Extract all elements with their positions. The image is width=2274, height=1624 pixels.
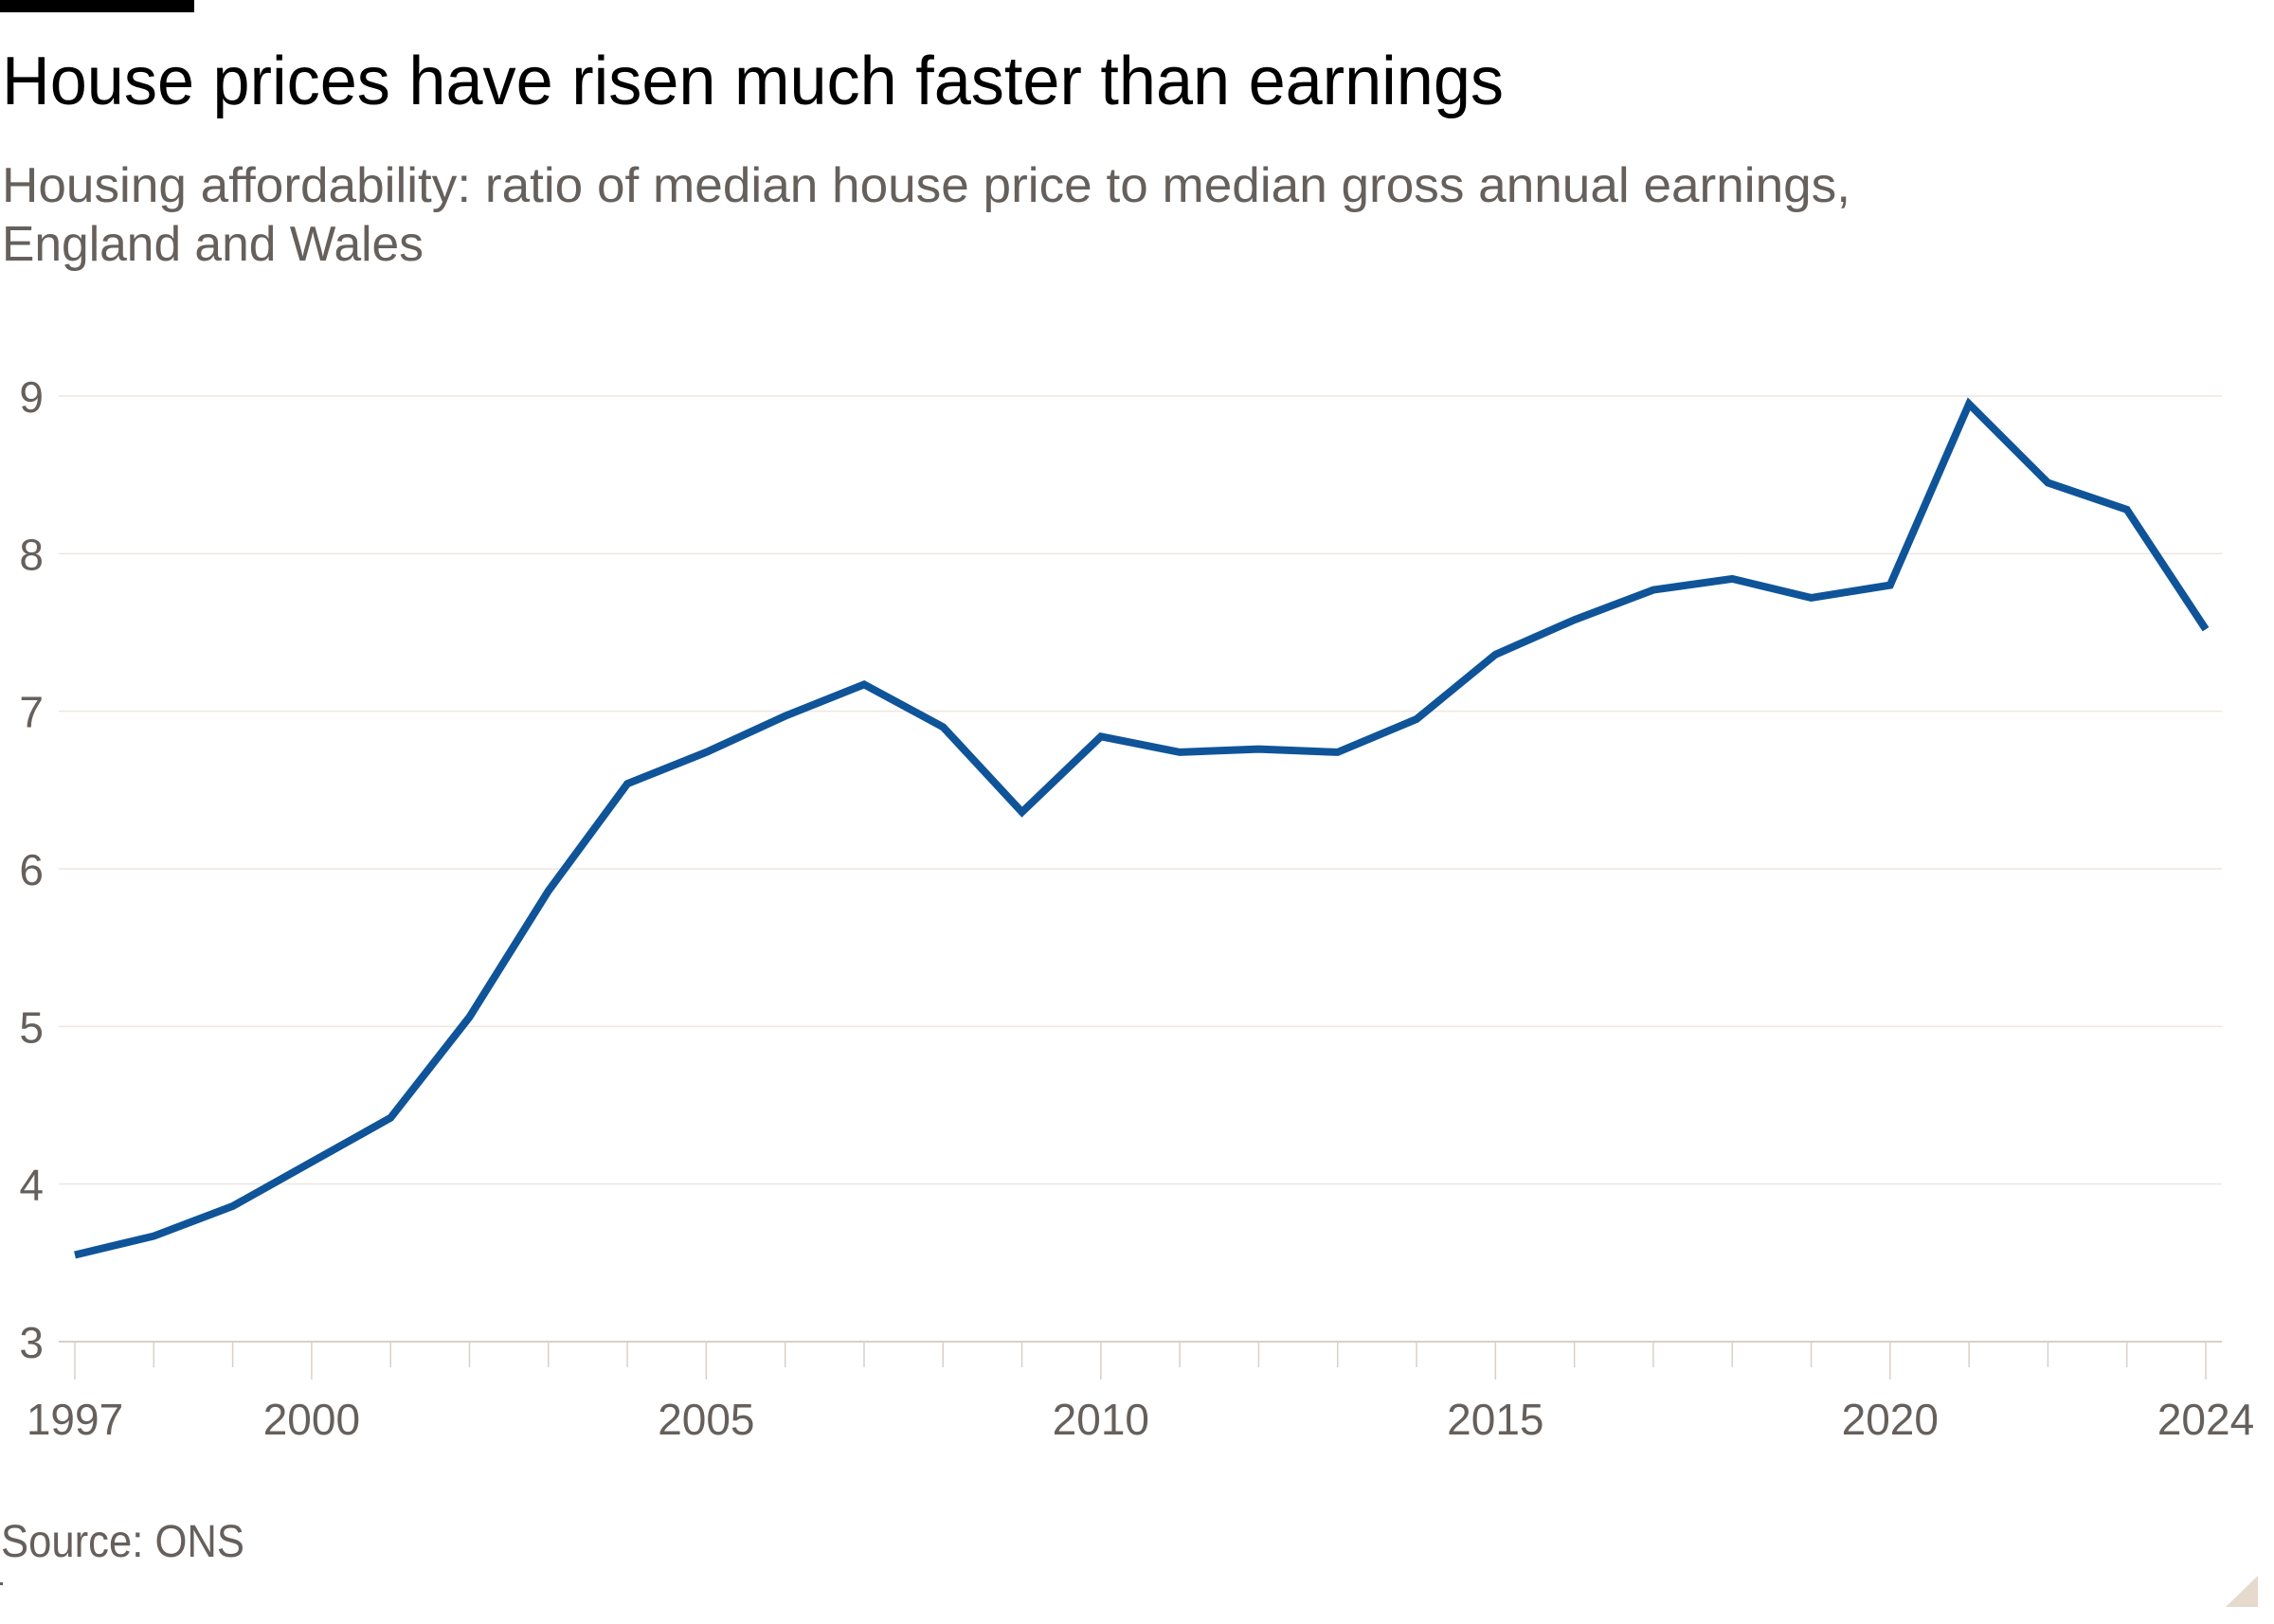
y-tick-label: 4 bbox=[19, 1161, 44, 1210]
y-tick-label: 9 bbox=[19, 372, 44, 422]
data-point-2006 bbox=[782, 713, 789, 720]
x-tick-label: 2024 bbox=[2157, 1395, 2254, 1444]
y-tick-label: 5 bbox=[19, 1002, 44, 1052]
x-tick-label: 2015 bbox=[1447, 1395, 1543, 1444]
chart-title: House prices have risen much faster than… bbox=[2, 44, 1504, 119]
data-point-1998 bbox=[150, 1233, 157, 1240]
x-tick-label: 2005 bbox=[658, 1395, 754, 1444]
y-tick-label: 3 bbox=[19, 1318, 44, 1367]
data-point-2023 bbox=[2123, 506, 2131, 514]
data-point-2010 bbox=[1097, 732, 1105, 740]
data-point-2017 bbox=[1650, 586, 1657, 594]
brand-bar bbox=[0, 0, 194, 12]
data-point-2019 bbox=[1808, 594, 1815, 602]
data-point-2014 bbox=[1413, 715, 1420, 723]
data-point-2002 bbox=[466, 1013, 474, 1020]
data-point-2022 bbox=[2044, 479, 2051, 487]
data-point-2018 bbox=[1728, 575, 1736, 583]
data-point-2001 bbox=[387, 1114, 394, 1122]
chart-subtitle-line-2: England and Wales bbox=[2, 217, 424, 272]
data-point-2016 bbox=[1571, 616, 1579, 623]
corner-fold-icon bbox=[2226, 1576, 2258, 1607]
series-line bbox=[74, 397, 2210, 1259]
data-point-2000 bbox=[308, 1158, 316, 1165]
footer-mark bbox=[0, 1582, 3, 1585]
data-point-2005 bbox=[702, 749, 710, 756]
y-axis-labels: 3 4 5 6 7 8 9 bbox=[19, 372, 44, 1367]
data-point-2011 bbox=[1176, 749, 1183, 756]
x-axis-labels: 1997 2000 2005 2010 2015 2020 2024 bbox=[27, 1395, 2254, 1444]
x-tick-label: 1997 bbox=[27, 1395, 123, 1444]
data-point-2008 bbox=[939, 723, 947, 731]
data-point-1997 bbox=[71, 1252, 79, 1259]
source-note: Source: ONS bbox=[1, 1517, 244, 1567]
chart-subtitle-line-1: Housing affordability: ratio of median h… bbox=[2, 158, 1850, 213]
y-tick-label: 7 bbox=[19, 688, 44, 737]
x-tick-label: 2020 bbox=[1842, 1395, 1939, 1444]
data-point-2009 bbox=[1019, 808, 1026, 816]
x-tick-label: 2000 bbox=[263, 1395, 360, 1444]
data-point-1999 bbox=[229, 1202, 237, 1210]
data-point-2007 bbox=[860, 680, 868, 688]
data-point-2003 bbox=[545, 887, 552, 894]
x-tick-label: 2010 bbox=[1053, 1395, 1149, 1444]
series-group bbox=[71, 397, 2210, 1259]
data-point-2015 bbox=[1491, 651, 1499, 659]
gridlines bbox=[59, 395, 2222, 1343]
data-point-2004 bbox=[623, 780, 631, 787]
data-point-2020 bbox=[1886, 582, 1894, 589]
data-point-2013 bbox=[1334, 749, 1342, 756]
data-point-2024 bbox=[2202, 625, 2210, 633]
x-axis bbox=[74, 1342, 2207, 1380]
data-point-2021 bbox=[1965, 400, 1973, 407]
data-point-2012 bbox=[1254, 746, 1262, 753]
y-tick-label: 8 bbox=[19, 530, 44, 579]
y-tick-label: 6 bbox=[19, 845, 44, 894]
